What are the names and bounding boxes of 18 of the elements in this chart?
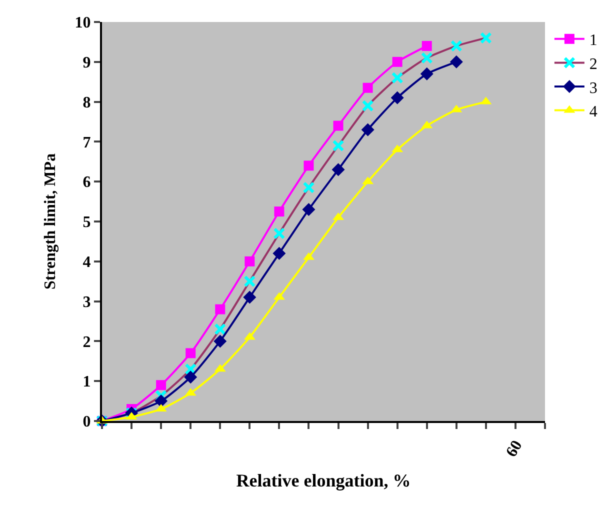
y-tick-label: 2 [82,334,91,351]
x-axis-title: Relative elongation, % [236,470,411,491]
y-tick-label: 5 [82,214,91,232]
y-tick-label: 4 [82,254,91,271]
y-tick-label: 3 [82,294,91,311]
y-tick-label: 7 [82,134,91,152]
y-tick-label: 8 [82,94,91,112]
y-tick-label: 9 [82,54,91,72]
y-tick-label: 0 [82,414,91,431]
y-tick-label: 6 [82,174,91,192]
x-tick-label: 60 [503,438,526,460]
y-tick-label: 10 [74,14,91,32]
legend-label: 4 [589,104,598,121]
y-tick-label: 1 [82,374,91,391]
y-axis-title: Strength limit, MPa [42,153,60,290]
legend-label: 2 [589,56,598,73]
legend-label: 3 [589,80,598,97]
legend-label: 1 [589,32,598,50]
